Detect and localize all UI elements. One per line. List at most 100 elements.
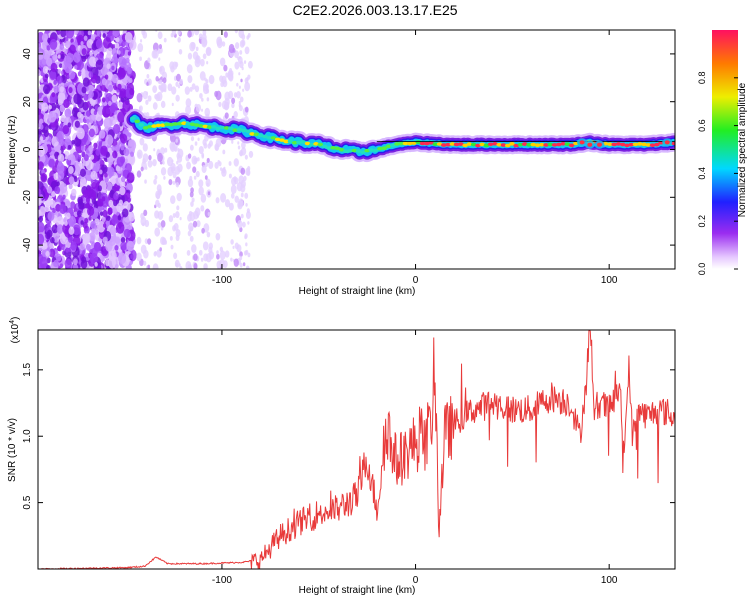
x-tick-label: 0 — [413, 275, 419, 286]
ridge-core — [300, 140, 307, 144]
y-tick-label: 40 — [22, 48, 33, 60]
sparse-noise-blob — [142, 222, 145, 227]
sparse-noise-blob — [158, 85, 162, 91]
ridge-core — [632, 142, 639, 147]
sparse-noise-blob — [189, 86, 193, 92]
noise-blob — [111, 94, 118, 103]
sparse-noise-blob — [187, 153, 192, 159]
sparse-noise-blob — [238, 203, 241, 208]
sparse-noise-blob — [176, 152, 181, 159]
ridge-bulge-core — [596, 142, 602, 147]
noise-blob — [83, 93, 89, 101]
noise-blob — [109, 104, 116, 113]
ridge-core — [534, 143, 541, 148]
noise-blob — [49, 70, 57, 81]
noise-blob — [38, 249, 41, 255]
sparse-noise-blob — [137, 152, 141, 158]
x-tick-label: 100 — [601, 575, 618, 586]
sparse-noise-blob — [239, 262, 243, 268]
noise-blob — [118, 252, 127, 265]
sparse-noise-blob — [136, 170, 142, 178]
snr-axes: -100 0 100 0.5 1.0 1.5 — [22, 330, 675, 586]
sparse-noise-blob — [175, 234, 180, 242]
noise-blob — [82, 77, 90, 87]
noise-blob — [127, 139, 137, 152]
noise-blob — [56, 30, 61, 36]
sparse-noise-blob — [230, 257, 233, 262]
ridge-core — [402, 141, 409, 146]
ridge-core — [240, 128, 247, 133]
ridge-core — [568, 143, 575, 148]
ridge-core — [185, 122, 192, 126]
ridge-core — [164, 122, 170, 127]
sparse-noise-blob — [147, 159, 153, 168]
sparse-noise-blob — [157, 31, 163, 40]
ridge-core — [449, 142, 456, 146]
noise-blob — [127, 67, 132, 75]
sparse-noise-blob — [220, 193, 227, 203]
ridge-core — [517, 142, 524, 147]
noise-blob — [80, 41, 84, 46]
sparse-noise-blob — [171, 102, 174, 107]
sparse-noise-blob — [177, 36, 181, 43]
noise-blob — [77, 198, 83, 206]
sparse-noise-blob — [171, 86, 177, 95]
noise-blob — [112, 30, 120, 38]
noise-blob — [46, 45, 51, 51]
noise-blob — [43, 84, 51, 95]
sparse-noise-blob — [162, 160, 165, 165]
ridge-core — [181, 121, 187, 126]
noise-blob — [83, 35, 88, 41]
noise-blob — [102, 36, 112, 49]
noise-blob — [99, 129, 106, 139]
ridge-core — [347, 149, 353, 153]
sparse-noise-blob — [175, 181, 180, 188]
noise-blob — [82, 221, 88, 229]
sparse-noise-blob — [224, 112, 229, 119]
ridge-core — [130, 116, 136, 120]
sparse-noise-blob — [189, 212, 196, 222]
sparse-noise-blob — [195, 170, 200, 178]
noise-blob — [121, 176, 126, 183]
sparse-noise-blob — [153, 148, 156, 152]
ridge-core — [355, 149, 362, 153]
noise-blob — [82, 232, 91, 244]
ridge-core — [266, 136, 272, 140]
sparse-noise-blob — [191, 197, 195, 203]
sparse-noise-blob — [199, 71, 206, 81]
noise-blob — [60, 53, 65, 60]
noise-blob — [97, 198, 103, 207]
noise-blob — [112, 119, 117, 126]
sparse-noise-blob — [201, 227, 205, 234]
sparse-noise-blob — [207, 143, 211, 149]
sparse-noise-blob — [203, 82, 209, 91]
sparse-noise-blob — [242, 88, 245, 92]
sparse-noise-blob — [241, 33, 246, 41]
noise-blob — [81, 68, 86, 74]
sparse-noise-blob — [189, 144, 194, 151]
noise-blob — [84, 169, 94, 182]
sparse-noise-blob — [199, 92, 203, 99]
sparse-noise-blob — [215, 90, 222, 101]
ridge-core — [134, 119, 140, 124]
noise-blob — [59, 263, 64, 269]
x-tick-label: 0 — [413, 575, 419, 586]
sparse-noise-blob — [237, 141, 240, 145]
ridge-core — [364, 148, 370, 153]
ridge-bulge-core — [664, 140, 670, 145]
noise-blob — [93, 142, 98, 149]
sparse-noise-blob — [216, 36, 223, 46]
sparse-noise-blob — [154, 251, 157, 256]
noise-blob — [88, 128, 96, 138]
noise-blob — [102, 209, 108, 218]
sparse-noise-blob — [208, 160, 214, 170]
sparse-noise-blob — [240, 78, 243, 83]
chart-title: C2E2.2026.003.13.17.E25 — [292, 2, 458, 18]
sparse-noise-blob — [144, 219, 150, 228]
sparse-noise-blob — [236, 91, 241, 99]
ridge-core — [351, 148, 358, 153]
sparse-noise-blob — [191, 244, 197, 253]
noise-blob — [58, 63, 63, 68]
noise-blob — [77, 71, 82, 77]
sparse-noise-blob — [246, 35, 250, 40]
